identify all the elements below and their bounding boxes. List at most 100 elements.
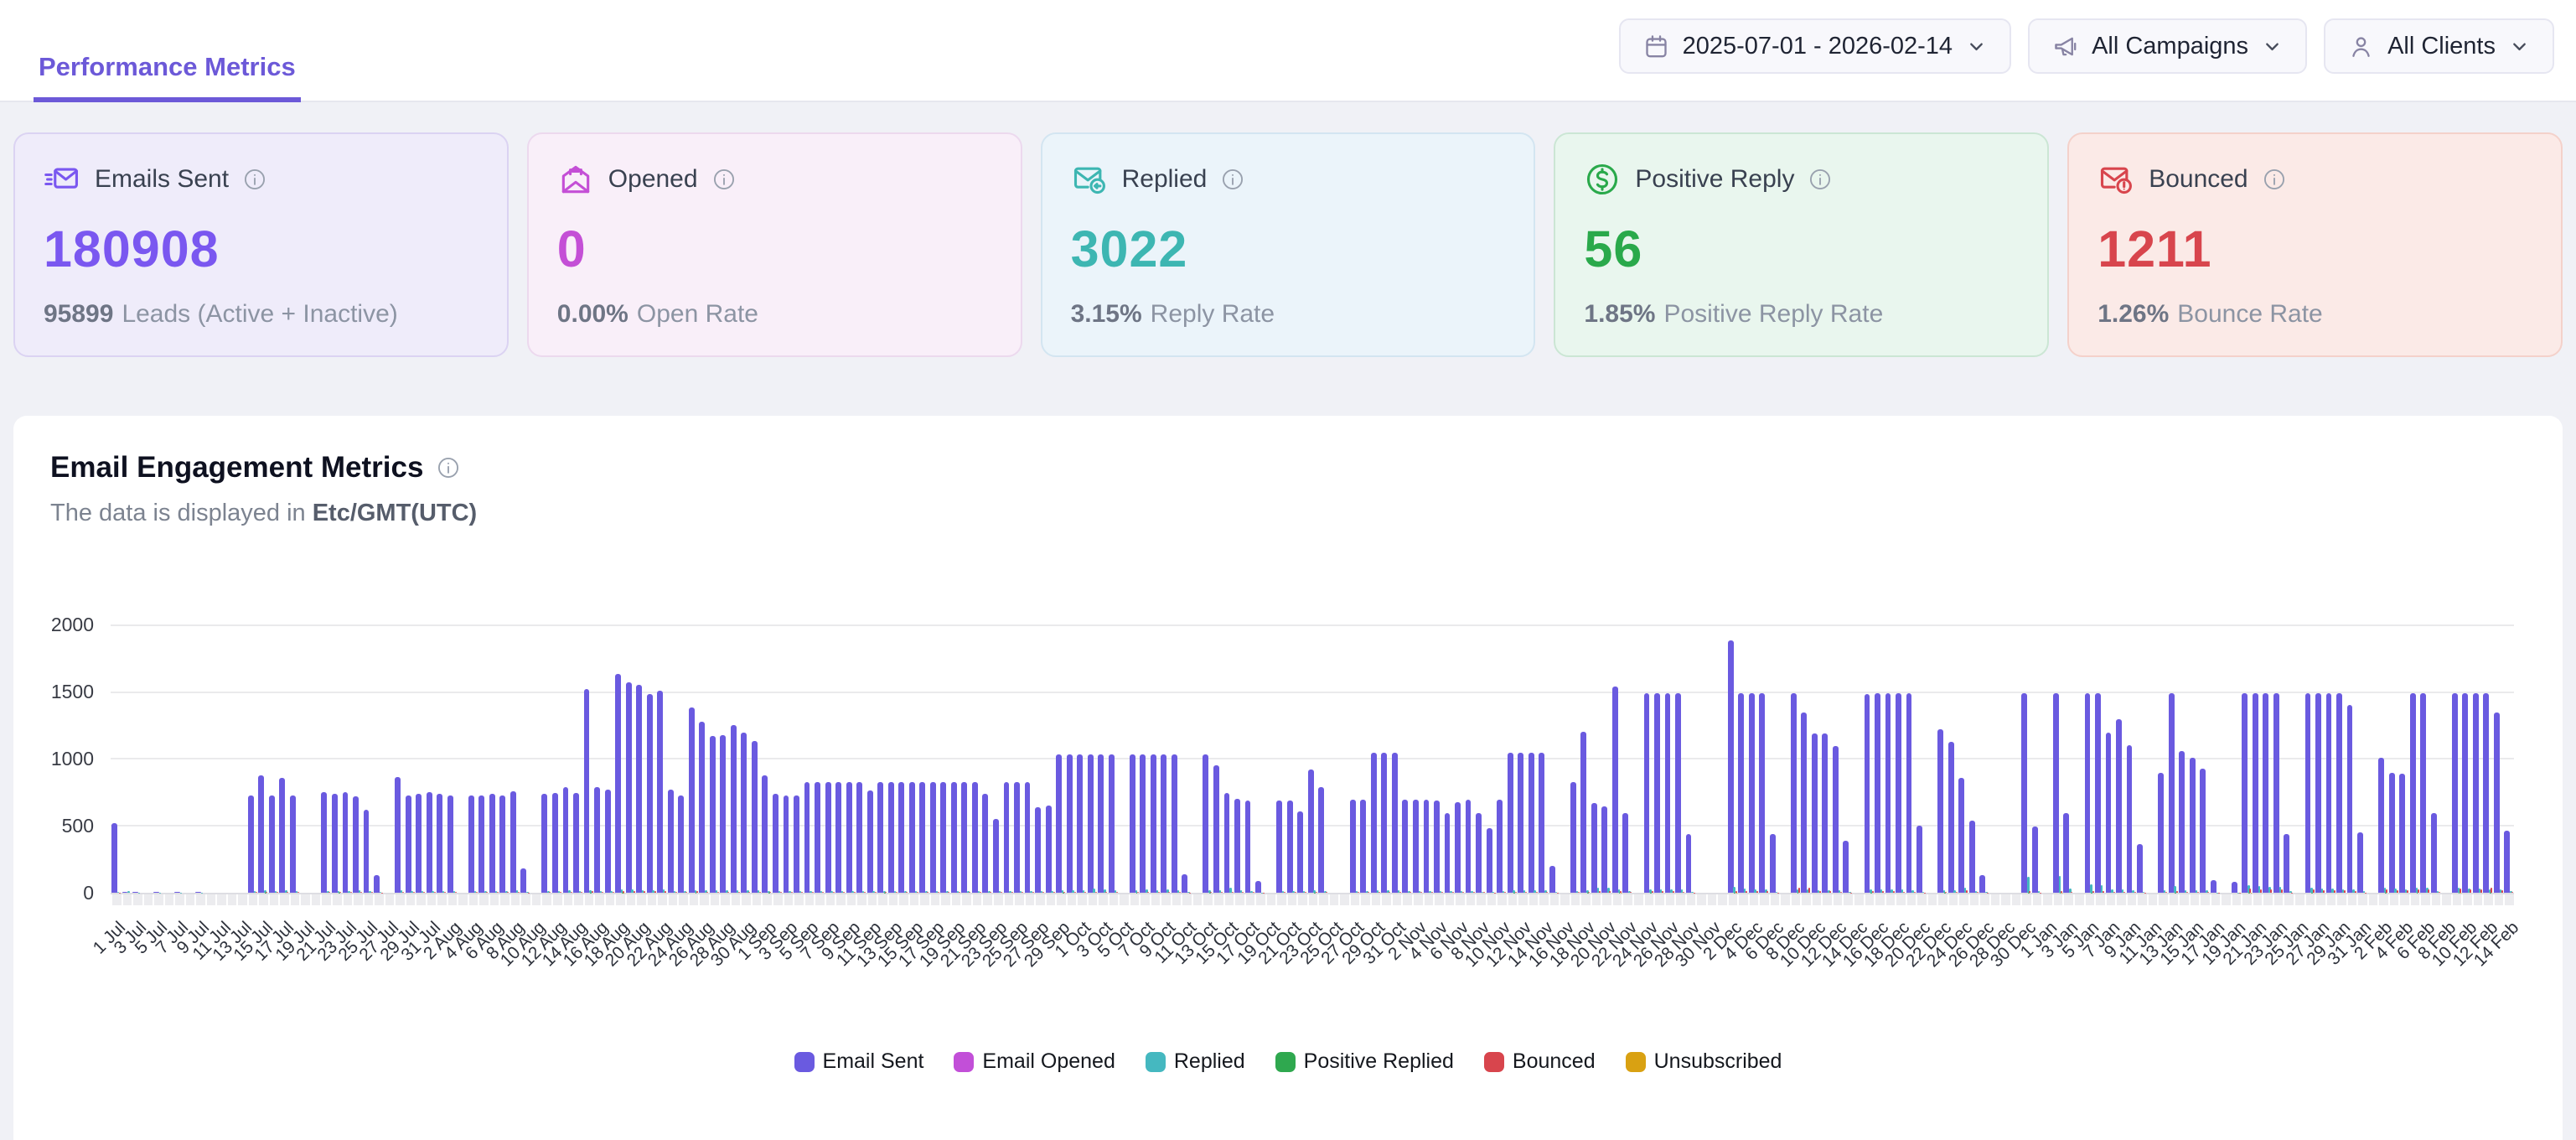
chart-day-slot[interactable]	[593, 626, 604, 893]
bar[interactable]	[2483, 692, 2490, 893]
bar[interactable]	[2126, 744, 2133, 893]
bar[interactable]	[2268, 886, 2271, 893]
chart-day-slot[interactable]	[2115, 626, 2126, 893]
chart-day-slot[interactable]	[1045, 626, 1056, 893]
bar[interactable]	[1985, 892, 1988, 893]
bar[interactable]	[757, 890, 760, 893]
bar[interactable]	[1611, 687, 1618, 893]
bar[interactable]	[1654, 693, 1660, 893]
bar[interactable]	[665, 891, 667, 893]
chart-day-slot[interactable]	[2231, 626, 2242, 893]
chart-day-slot[interactable]	[2304, 626, 2315, 893]
bar[interactable]	[2163, 890, 2166, 893]
bar[interactable]	[1801, 712, 1808, 893]
chart-day-slot[interactable]	[1454, 626, 1465, 893]
chart-day-slot[interactable]	[1916, 626, 1927, 893]
bar[interactable]	[1397, 890, 1400, 893]
bar[interactable]	[562, 787, 569, 893]
chart-day-slot[interactable]	[153, 626, 163, 893]
bar[interactable]	[2273, 692, 2279, 893]
bar[interactable]	[1208, 889, 1211, 893]
bar[interactable]	[2111, 889, 2113, 893]
bar[interactable]	[2315, 692, 2321, 893]
bar[interactable]	[1221, 891, 1223, 893]
bar[interactable]	[1790, 693, 1797, 893]
chart-day-slot[interactable]	[971, 626, 982, 893]
chart-day-slot[interactable]	[447, 626, 458, 893]
bar[interactable]	[2289, 891, 2292, 893]
chart-day-slot[interactable]	[2147, 626, 2158, 893]
chart-day-slot[interactable]	[1948, 626, 1958, 893]
chart-day-slot[interactable]	[236, 626, 247, 893]
chart-day-slot[interactable]	[1066, 626, 1077, 893]
chart-day-slot[interactable]	[2367, 626, 2378, 893]
bar[interactable]	[253, 890, 256, 893]
bar[interactable]	[1754, 889, 1756, 893]
bar[interactable]	[379, 892, 382, 893]
bar[interactable]	[1958, 778, 1965, 893]
chart-day-slot[interactable]	[688, 626, 699, 893]
bar[interactable]	[444, 892, 447, 893]
chart-day-slot[interactable]	[1507, 626, 1518, 893]
bar[interactable]	[353, 795, 359, 893]
chart-day-slot[interactable]	[1695, 626, 1706, 893]
bar[interactable]	[737, 891, 740, 893]
bar[interactable]	[1675, 693, 1681, 893]
bar[interactable]	[2092, 891, 2094, 893]
bar[interactable]	[688, 707, 695, 893]
chart-day-slot[interactable]	[1265, 626, 1276, 893]
bar[interactable]	[442, 890, 445, 893]
bar[interactable]	[1239, 890, 1243, 893]
chart-day-slot[interactable]	[1160, 626, 1171, 893]
chart-day-slot[interactable]	[278, 626, 289, 893]
bar[interactable]	[856, 782, 863, 893]
chart-day-slot[interactable]	[1433, 626, 1444, 893]
bar[interactable]	[768, 890, 770, 893]
bar[interactable]	[247, 795, 254, 893]
bar[interactable]	[1108, 754, 1115, 893]
chart-day-slot[interactable]	[1171, 626, 1182, 893]
chart-day-slot[interactable]	[468, 626, 478, 893]
bar[interactable]	[2123, 891, 2126, 893]
chart-day-slot[interactable]	[667, 626, 678, 893]
bar[interactable]	[1911, 889, 1914, 893]
chart-day-slot[interactable]	[1087, 626, 1098, 893]
bar[interactable]	[2142, 891, 2145, 893]
bar[interactable]	[2344, 890, 2346, 893]
bar[interactable]	[1976, 892, 1979, 893]
bar[interactable]	[1250, 890, 1253, 893]
bar[interactable]	[1974, 891, 1977, 893]
bar[interactable]	[1084, 891, 1087, 893]
bar[interactable]	[1523, 889, 1526, 893]
bar[interactable]	[2459, 889, 2461, 893]
chart-day-slot[interactable]	[1811, 626, 1822, 893]
bar[interactable]	[916, 892, 918, 893]
bar[interactable]	[1444, 812, 1451, 893]
bar[interactable]	[804, 782, 810, 893]
chart-day-slot[interactable]	[363, 626, 374, 893]
bar[interactable]	[1916, 825, 1922, 893]
chart-day-slot[interactable]	[814, 626, 825, 893]
chart-day-slot[interactable]	[1821, 626, 1832, 893]
bar[interactable]	[1691, 891, 1694, 893]
chart-day-slot[interactable]	[793, 626, 804, 893]
bar[interactable]	[2196, 892, 2199, 893]
bar[interactable]	[898, 782, 905, 893]
chart-day-slot[interactable]	[960, 626, 971, 893]
bar[interactable]	[453, 891, 456, 893]
bar[interactable]	[1305, 892, 1307, 893]
chart-day-slot[interactable]	[489, 626, 499, 893]
chart-day-slot[interactable]	[530, 626, 541, 893]
legend-item[interactable]: Bounced	[1483, 1049, 1596, 1074]
chart-day-slot[interactable]	[1150, 626, 1161, 893]
bar[interactable]	[2511, 892, 2514, 893]
bar[interactable]	[982, 793, 989, 893]
bar[interactable]	[2386, 889, 2388, 893]
bar[interactable]	[560, 892, 561, 893]
bar[interactable]	[1525, 891, 1528, 893]
chart-day-slot[interactable]	[2041, 626, 2052, 893]
bar[interactable]	[2346, 704, 2353, 893]
chart-day-slot[interactable]	[142, 626, 153, 893]
chart-day-slot[interactable]	[1958, 626, 1968, 893]
bar[interactable]	[1061, 890, 1064, 893]
